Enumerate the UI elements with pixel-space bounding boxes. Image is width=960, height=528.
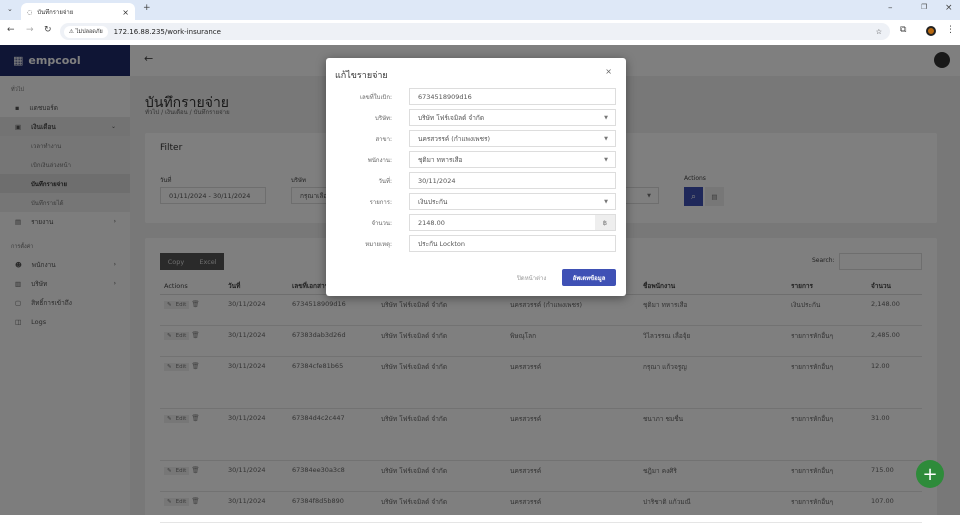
caret-down-icon: ▼ [604,156,608,163]
form-row: หมายเหตุ: ประกัน Lockton [326,235,626,252]
restore-icon[interactable]: ❐ [921,3,928,11]
update-button[interactable]: อัพเดทข้อมูล [562,269,616,286]
back-icon[interactable]: ← [7,25,15,35]
field-input[interactable]: 6734518909d16 [409,88,616,105]
field-label: บริษัท: [375,115,392,122]
form-row: พนักงาน: ชุติมา ทหารเสือ ▼ [326,151,626,168]
field-label: วันที่: [378,178,392,185]
field-input[interactable]: ประกัน Lockton [409,235,616,252]
field-label: จำนวน: [371,220,392,227]
profile-avatar[interactable] [926,26,936,36]
field-select[interactable]: นครสวรรค์ (กำแพงเพชร) ▼ [409,130,616,147]
menu-icon[interactable]: ⋮ [946,25,955,35]
tab-list-icon[interactable]: ⌄ [7,5,13,13]
add-button[interactable]: + [916,460,944,488]
field-label: สาขา: [375,136,392,143]
loading-icon: ◌ [27,8,33,16]
plus-icon: + [922,463,938,485]
field-label: รายการ: [369,199,392,206]
field-input[interactable]: 30/11/2024 [409,172,616,189]
form-row: จำนวน: 2148.00 ฿ [326,214,626,231]
modal-title: แก้ไขรายจ่าย [335,71,388,81]
address-bar[interactable]: ⚠ ไม่ปลอดภัย 172.16.88.235/work-insurance… [60,23,890,40]
field-label: เลขที่ใบเบิก: [359,94,392,101]
extensions-icon[interactable]: ⧉ [900,25,907,35]
field-select[interactable]: เงินประกัน ▼ [409,193,616,210]
caret-down-icon: ▼ [604,198,608,205]
field-select[interactable]: บริษัท โฟร์เจมิลด์ จำกัด ▼ [409,109,616,126]
close-icon[interactable]: × [605,67,612,76]
reload-icon[interactable]: ↻ [44,25,52,35]
security-indicator[interactable]: ⚠ ไม่ปลอดภัย [64,25,108,38]
form-row: บริษัท: บริษัท โฟร์เจมิลด์ จำกัด ▼ [326,109,626,126]
caret-down-icon: ▼ [604,114,608,121]
close-modal-button[interactable]: ปิดหน้าต่าง [517,275,547,282]
field-label: หมายเหตุ: [365,241,392,248]
close-window-icon[interactable]: × [945,3,953,13]
field-select[interactable]: ชุติมา ทหารเสือ ▼ [409,151,616,168]
browser-chrome: ⌄ ◌ บันทึกรายจ่าย × + – ❐ × ← → ↻ ⚠ ไม่ปลอ… [0,0,960,45]
minimize-icon[interactable]: – [888,3,893,13]
form-row: สาขา: นครสวรรค์ (กำแพงเพชร) ▼ [326,130,626,147]
close-tab-icon[interactable]: × [122,7,129,17]
forward-icon: → [26,25,34,35]
edit-expense-modal: แก้ไขรายจ่าย × เลขที่ใบเบิก: 6734518909d1… [326,58,626,296]
browser-tab[interactable]: ◌ บันทึกรายจ่าย × [21,3,135,21]
url-text: 172.16.88.235/work-insurance [113,27,221,36]
form-row: วันที่: 30/11/2024 [326,172,626,189]
caret-down-icon: ▼ [604,135,608,142]
field-input[interactable]: 2148.00 ฿ [409,214,616,231]
field-label: พนักงาน: [367,157,392,164]
form-row: รายการ: เงินประกัน ▼ [326,193,626,210]
new-tab-icon[interactable]: + [143,3,151,13]
form-row: เลขที่ใบเบิก: 6734518909d16 [326,88,626,105]
bookmark-star-icon[interactable]: ☆ [875,27,882,36]
currency-addon: ฿ [595,215,615,230]
